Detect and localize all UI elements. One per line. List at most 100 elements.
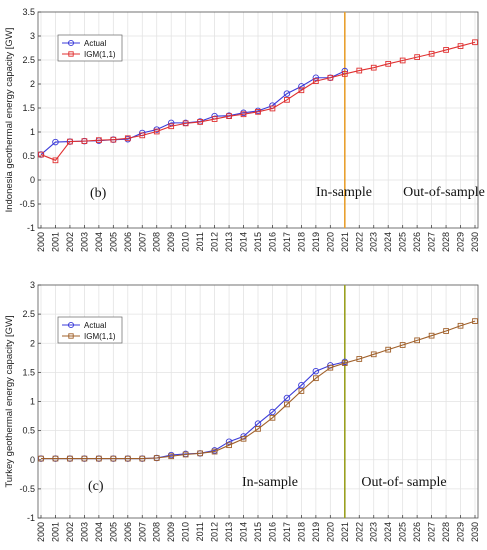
data-point xyxy=(139,455,146,462)
x-tick-label: 2028 xyxy=(441,522,451,542)
data-point xyxy=(38,151,44,158)
x-tick-label: 2021 xyxy=(340,232,350,252)
data-point xyxy=(110,455,117,462)
x-tick-label: 2013 xyxy=(224,522,234,542)
data-point xyxy=(52,138,59,146)
x-tick-label: 2022 xyxy=(354,232,364,252)
y-tick-label: 0.5 xyxy=(22,426,35,436)
x-tick-label: 2004 xyxy=(94,232,104,252)
data-point xyxy=(298,388,305,394)
data-point xyxy=(182,451,189,458)
data-point xyxy=(283,394,291,402)
data-point xyxy=(67,138,73,145)
x-tick-label: 2019 xyxy=(311,232,321,252)
data-point xyxy=(472,39,478,46)
y-tick-label: 2 xyxy=(30,338,35,348)
x-tick-label: 2012 xyxy=(210,522,220,542)
data-point xyxy=(443,47,449,53)
x-tick-label: 2009 xyxy=(166,232,176,252)
legend: Actual IGM(1,1) xyxy=(57,34,123,62)
x-tick-label: 2013 xyxy=(224,232,234,252)
data-point xyxy=(269,105,276,112)
x-tick-label: 2015 xyxy=(253,232,263,252)
data-point xyxy=(168,123,175,130)
data-point xyxy=(52,455,59,462)
x-tick-label: 2020 xyxy=(325,522,335,542)
data-point xyxy=(38,455,44,462)
y-tick-label: 1.5 xyxy=(22,103,35,113)
legend-marker xyxy=(67,321,75,329)
data-point xyxy=(153,455,160,461)
panel-label: (b) xyxy=(90,186,107,201)
x-tick-label: 2009 xyxy=(166,522,176,542)
x-tick-label: 2017 xyxy=(282,232,292,252)
data-point xyxy=(298,87,305,94)
data-point xyxy=(428,332,435,339)
chart-panel-2: -1 -0.5 0 0.5 1 1.5 2 2.5 3 2000 2001 2002 2003 2004 2… xyxy=(4,280,480,542)
x-tick-label: 2015 xyxy=(253,522,263,542)
x-tick-label: 2018 xyxy=(296,522,306,542)
x-tick-label: 2007 xyxy=(137,232,147,252)
x-tick-label: 2018 xyxy=(296,232,306,252)
y-tick-label: 1 xyxy=(30,397,35,407)
out-of-sample-label: Out-of-sample xyxy=(403,185,485,200)
in-sample-label: In-sample xyxy=(242,475,298,490)
data-point xyxy=(182,120,189,127)
data-point xyxy=(124,455,131,462)
y-axis-label: Indonesia geothermal energy capacity [GW… xyxy=(4,28,15,213)
data-point xyxy=(313,375,319,382)
x-tick-label: 2030 xyxy=(470,522,480,542)
y-tick-label: 1.5 xyxy=(22,367,35,377)
x-tick-label: 2002 xyxy=(65,522,75,542)
legend-marker xyxy=(68,51,74,57)
x-tick-label: 2011 xyxy=(195,232,205,251)
data-point xyxy=(341,360,348,366)
data-point xyxy=(211,116,218,122)
legend-marker xyxy=(68,333,74,339)
legend-box xyxy=(57,34,123,62)
data-point xyxy=(414,54,420,60)
y-tick-label: 0 xyxy=(30,455,35,465)
in-sample-label: In-sample xyxy=(316,185,372,200)
x-tick-label: 2029 xyxy=(456,522,466,542)
series-igm-1-1 xyxy=(38,318,478,462)
x-tick-label: 2020 xyxy=(325,232,335,252)
x-tick-label: 2001 xyxy=(50,522,60,542)
data-point xyxy=(255,426,261,432)
data-point xyxy=(96,455,102,462)
x-tick-label: 2014 xyxy=(239,522,249,542)
data-point xyxy=(225,438,233,445)
data-point xyxy=(283,90,291,97)
y-tick-label: 3.5 xyxy=(22,7,35,17)
data-point xyxy=(385,60,392,67)
y-tick-label: 3 xyxy=(30,31,35,41)
x-tick-label: 2021 xyxy=(340,522,350,542)
y-tick-label: 0 xyxy=(30,175,35,185)
x-tick-label: 2004 xyxy=(94,522,104,542)
x-tick-label: 2011 xyxy=(195,522,205,541)
data-point xyxy=(399,57,406,64)
data-point xyxy=(457,322,464,329)
y-tick-label: -1 xyxy=(27,223,35,233)
y-tick-label: 2 xyxy=(30,79,35,89)
data-point xyxy=(211,448,218,455)
data-point xyxy=(240,435,247,442)
y-tick-label: 1 xyxy=(30,127,35,137)
data-point xyxy=(81,138,88,144)
data-point xyxy=(269,408,276,416)
x-tick-label: 2003 xyxy=(79,232,89,252)
x-tick-label: 2008 xyxy=(152,232,162,252)
y-tick-label: -0.5 xyxy=(19,199,35,209)
legend-box xyxy=(57,316,123,344)
y-tick-label: 0.5 xyxy=(22,151,35,161)
x-tick-label: 2000 xyxy=(36,232,46,252)
x-tick-label: 2022 xyxy=(354,522,364,542)
x-tick-label: 2030 xyxy=(470,232,480,252)
legend-label: IGM(1,1) xyxy=(84,332,116,341)
x-tick-label: 2017 xyxy=(282,522,292,542)
x-tick-label: 2028 xyxy=(441,232,451,252)
data-point xyxy=(139,132,146,139)
x-tick-label: 2027 xyxy=(427,232,437,252)
series-line xyxy=(41,320,476,460)
